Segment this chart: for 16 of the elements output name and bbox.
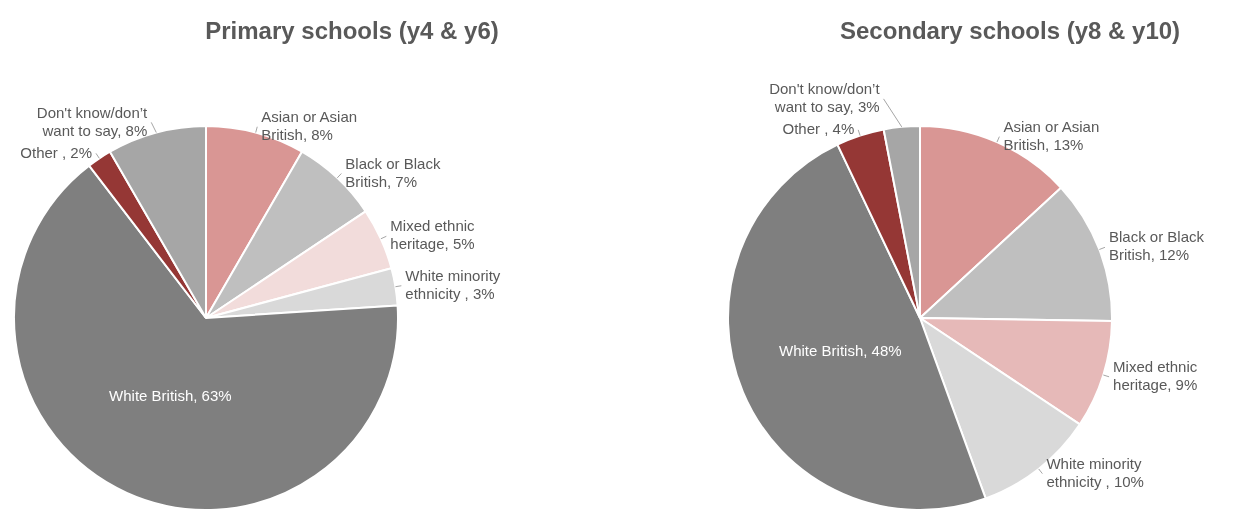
chart-title: Secondary schools (y8 & y10) — [839, 16, 1181, 44]
slice-label: Asian or Asian British, 13% — [1003, 117, 1100, 153]
slice-label: White minority ethnicity , 10% — [1046, 454, 1144, 490]
chart-title: Primary schools (y4 & y6) — [205, 16, 499, 44]
slice-label: Asian or Asian British, 8% — [261, 107, 358, 143]
slice-label: White British, 48% — [779, 341, 902, 359]
slice-label: Black or Black British, 7% — [345, 154, 441, 190]
slice-label: Don't know/don’t want to say, 8% — [36, 103, 149, 139]
slice-label: Other , 4% — [782, 120, 855, 138]
slice-label: Mixed ethnic heritage, 9% — [1113, 357, 1198, 393]
slice-label: Mixed ethnic heritage, 5% — [390, 217, 476, 253]
slice-label: White minority ethnicity , 3% — [405, 266, 501, 302]
slice-label: Black or Black British, 12% — [1108, 228, 1205, 264]
slice-label: White British, 63% — [109, 386, 232, 404]
slice-label: Other , 2% — [20, 143, 92, 161]
slice-label: Don't know/don’t want to say, 3% — [769, 80, 881, 116]
